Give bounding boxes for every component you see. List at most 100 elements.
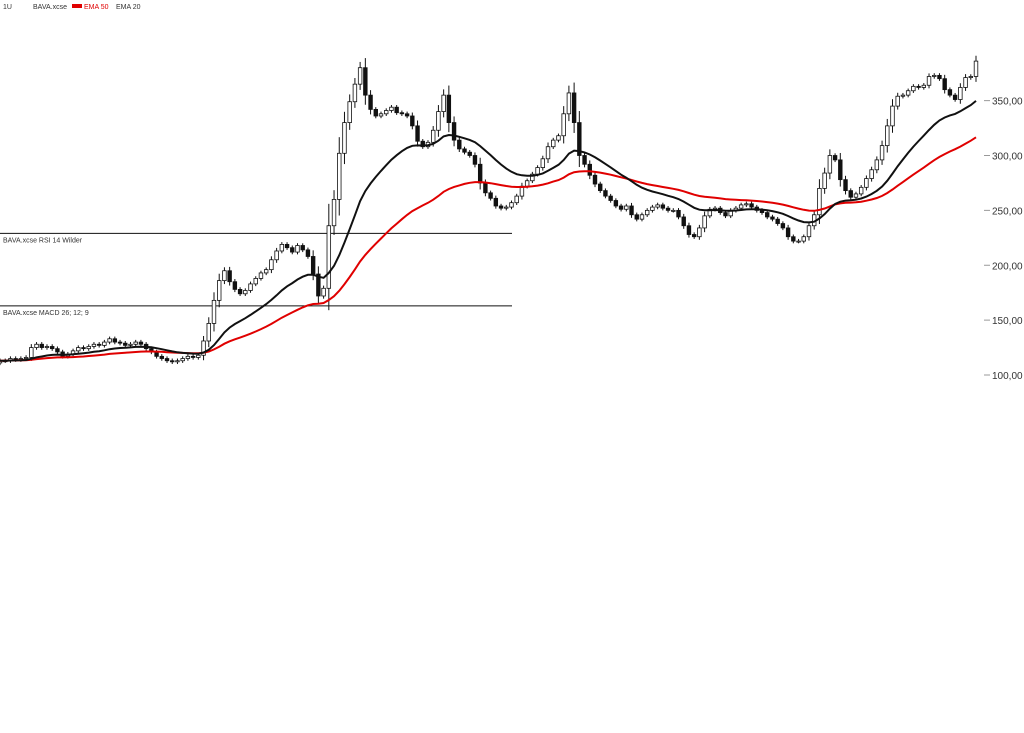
candle bbox=[702, 211, 707, 233]
candle bbox=[697, 224, 702, 240]
candle bbox=[671, 208, 676, 213]
candle-body bbox=[49, 346, 55, 350]
candle-body bbox=[201, 340, 206, 356]
candle bbox=[404, 111, 410, 119]
candle bbox=[446, 85, 452, 133]
candle-body bbox=[279, 243, 285, 252]
candle-body bbox=[556, 135, 561, 141]
candle-body bbox=[770, 216, 775, 220]
candle-body bbox=[258, 272, 264, 279]
candle bbox=[765, 210, 770, 220]
candle-body bbox=[175, 360, 180, 363]
candle-body bbox=[305, 249, 311, 257]
candle bbox=[91, 342, 97, 349]
candle bbox=[916, 84, 921, 90]
candle bbox=[890, 99, 895, 133]
candle-body bbox=[905, 90, 911, 96]
candle-body bbox=[858, 186, 864, 195]
candle bbox=[775, 216, 780, 226]
candle bbox=[243, 288, 248, 296]
candle-body bbox=[117, 341, 123, 344]
candle-body bbox=[436, 111, 441, 131]
candle-body bbox=[462, 148, 467, 153]
candle bbox=[665, 205, 671, 213]
candle bbox=[206, 317, 211, 348]
candle-body bbox=[477, 163, 483, 184]
candle-body bbox=[629, 205, 634, 216]
candle bbox=[603, 188, 608, 199]
candle bbox=[117, 339, 123, 346]
candle bbox=[321, 285, 326, 299]
candle-body bbox=[843, 179, 848, 192]
candle bbox=[185, 354, 191, 361]
candle bbox=[879, 140, 885, 165]
candle-body bbox=[217, 280, 222, 301]
candle bbox=[248, 281, 253, 293]
candle bbox=[958, 83, 963, 104]
candle bbox=[905, 88, 911, 98]
candle bbox=[305, 247, 311, 259]
candle bbox=[639, 212, 645, 222]
candle-body bbox=[864, 178, 869, 188]
candle-body bbox=[467, 151, 472, 156]
candle-body bbox=[592, 174, 598, 185]
candle bbox=[660, 202, 666, 211]
candle bbox=[133, 339, 138, 347]
candle-body bbox=[420, 140, 425, 148]
candle-body bbox=[780, 223, 786, 229]
candle bbox=[86, 344, 91, 351]
candle bbox=[911, 84, 916, 93]
candle bbox=[410, 112, 415, 130]
candle-body bbox=[775, 218, 780, 224]
candle-body bbox=[164, 358, 170, 362]
candle-body bbox=[608, 195, 613, 201]
candle-body bbox=[514, 195, 519, 204]
candle-body bbox=[472, 155, 478, 165]
candle-body bbox=[598, 183, 603, 192]
candle-body bbox=[410, 115, 415, 127]
candle-body bbox=[895, 95, 900, 107]
candle-body bbox=[446, 94, 452, 123]
symbol-label: BAVA.xcse bbox=[33, 4, 67, 11]
candle-body bbox=[138, 341, 144, 345]
candle bbox=[107, 336, 112, 345]
candle bbox=[467, 150, 472, 158]
candle bbox=[801, 234, 806, 244]
candle bbox=[937, 73, 942, 81]
candle-body bbox=[389, 106, 394, 111]
candle bbox=[263, 267, 269, 276]
candle-body bbox=[263, 269, 269, 274]
candle bbox=[0, 358, 3, 366]
candle bbox=[686, 222, 692, 238]
price-tick-label: 100,00 bbox=[992, 371, 1023, 382]
candle-body bbox=[681, 216, 686, 227]
candle-body bbox=[639, 214, 645, 220]
level-label: BAVA.xcse MACD 26; 12; 9 bbox=[3, 310, 89, 317]
candle-body bbox=[545, 146, 551, 160]
candle-body bbox=[394, 106, 399, 114]
candle-body bbox=[415, 125, 420, 142]
candle-body bbox=[744, 203, 749, 206]
candle-body bbox=[848, 190, 853, 198]
candle-body bbox=[697, 227, 702, 238]
candle bbox=[258, 270, 264, 281]
candle bbox=[707, 206, 713, 219]
candle-body bbox=[890, 105, 895, 127]
candle bbox=[352, 78, 358, 108]
candle bbox=[530, 171, 535, 184]
candle-body bbox=[133, 341, 138, 345]
candle bbox=[540, 155, 546, 171]
candle-body bbox=[765, 212, 770, 218]
candle bbox=[869, 166, 874, 182]
candle bbox=[337, 137, 342, 216]
candle-body bbox=[785, 227, 791, 238]
candle bbox=[864, 175, 869, 191]
candle-body bbox=[44, 346, 50, 348]
candle-body bbox=[102, 341, 107, 346]
candle-body bbox=[806, 225, 812, 238]
candle-body bbox=[180, 358, 185, 362]
candle bbox=[363, 58, 368, 105]
candle-body bbox=[34, 343, 39, 348]
candle bbox=[785, 224, 791, 240]
candle-body bbox=[827, 155, 833, 174]
